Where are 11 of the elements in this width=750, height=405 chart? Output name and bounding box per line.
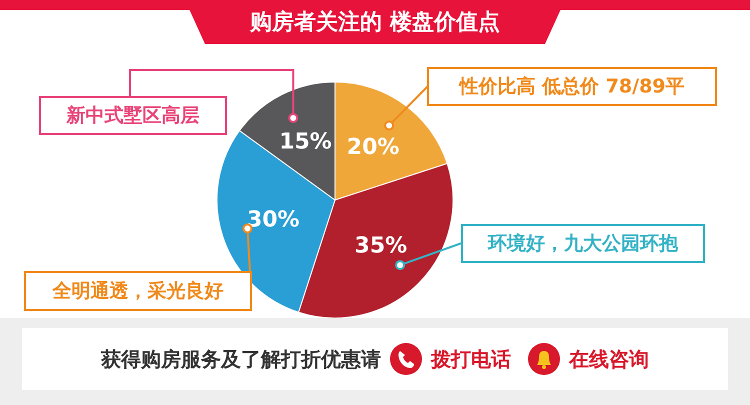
data-label: 15% (279, 130, 332, 155)
slice-label: 环境好，九大公园环抱 (487, 232, 679, 254)
data-label: 35% (354, 233, 408, 258)
text: 在线咨询 (569, 346, 649, 372)
text: 拨打电话 (431, 346, 511, 372)
slice-label: 新中式墅区高层 (66, 104, 200, 126)
data-label: 20% (346, 134, 400, 160)
slice-label: 全明通透，采光良好 (52, 280, 224, 302)
text: 获得购房服务及了解打折优惠请 (101, 346, 381, 372)
data-label: 30% (246, 208, 300, 233)
slice-label: 性价比高 低总价 78/89平 (458, 76, 685, 98)
